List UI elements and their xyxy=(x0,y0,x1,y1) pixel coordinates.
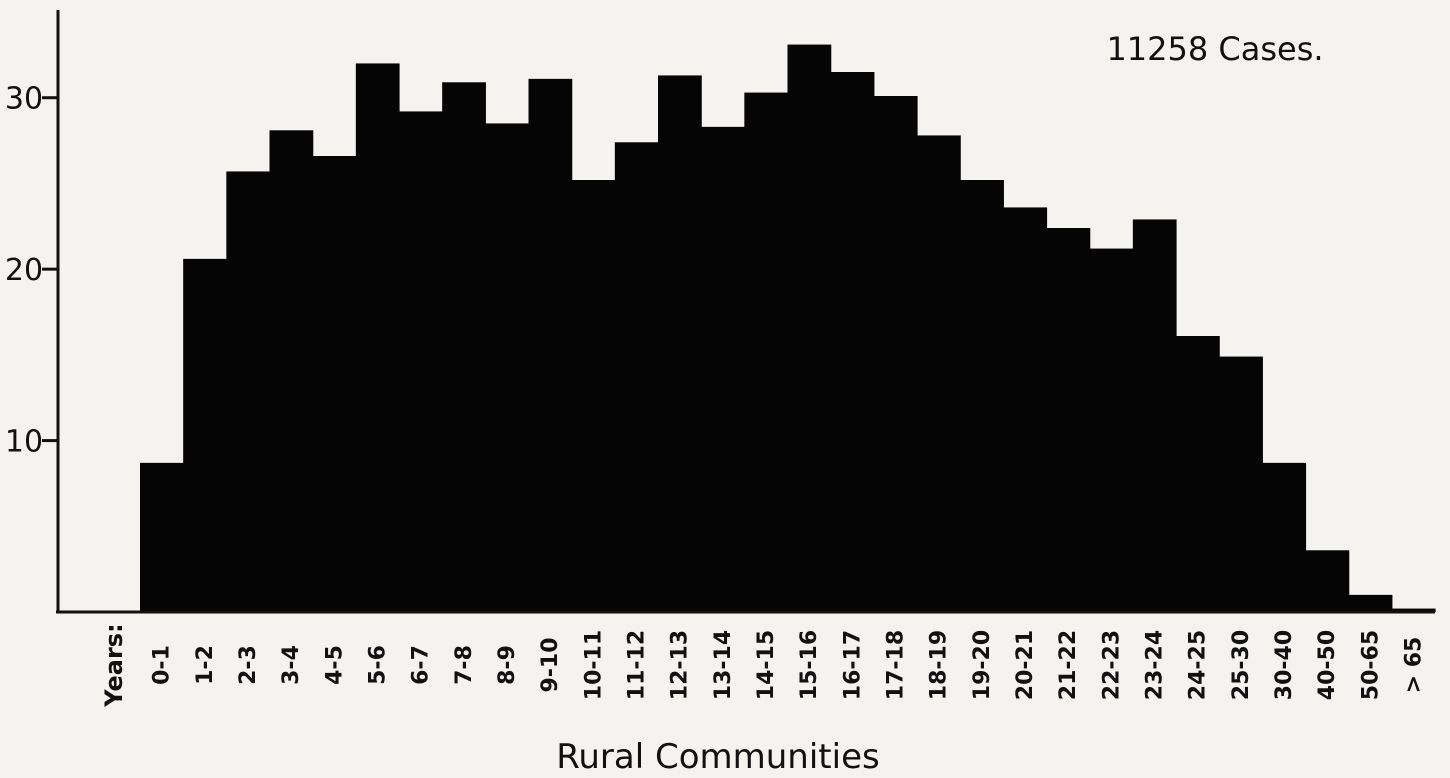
y-tick-label: 20 xyxy=(5,253,43,288)
x-tick-label: 19-20 xyxy=(970,630,995,700)
x-tick-label: 3-4 xyxy=(279,645,304,685)
bar-4-5 xyxy=(312,156,357,612)
x-tick-label: 2-3 xyxy=(236,645,261,685)
bar-17-18 xyxy=(873,96,918,612)
x-tick-label: 1-2 xyxy=(193,645,218,685)
bar-2-3 xyxy=(226,171,271,612)
x-tick-label: 4-5 xyxy=(322,645,347,685)
bar-22-23 xyxy=(1089,248,1134,612)
bar-9-10 xyxy=(528,78,573,613)
bar-16-17 xyxy=(830,72,875,612)
x-axis-label: Rural Communities xyxy=(556,737,879,777)
bar-11-12 xyxy=(614,142,659,613)
bars-group xyxy=(140,44,1436,613)
bar-21-22 xyxy=(1046,228,1091,612)
x-axis-prefix: Years: xyxy=(100,623,128,707)
x-tick-label: 6-7 xyxy=(409,645,434,685)
bar--65 xyxy=(1391,608,1436,612)
bar-8-9 xyxy=(485,123,530,613)
bar-50-65 xyxy=(1348,594,1393,612)
bar-10-11 xyxy=(571,180,616,612)
x-tick-label: 15-16 xyxy=(797,630,822,700)
x-tick-label: 13-14 xyxy=(711,630,736,700)
x-tick-label: 40-50 xyxy=(1315,630,1340,700)
bar-15-16 xyxy=(787,44,832,612)
bar-7-8 xyxy=(442,82,486,613)
x-tick-label: 22-23 xyxy=(1099,630,1124,700)
bar-0-1 xyxy=(140,462,184,612)
y-tick-label: 10 xyxy=(5,425,43,460)
chart-title: 11258 Cases. xyxy=(1106,30,1323,68)
bar-6-7 xyxy=(399,111,443,613)
x-tick-label: 9-10 xyxy=(538,637,563,692)
x-tick-label: 8-9 xyxy=(495,645,520,685)
bar-14-15 xyxy=(744,92,789,612)
bar-19-20 xyxy=(960,180,1004,612)
bar-20-21 xyxy=(1003,207,1048,612)
x-tick-labels-group: 0-1 1-2 2-3 3-4 4-5 5-6 6-7 7-8 8-9 9-10 10-11 11-1… xyxy=(150,630,1427,700)
x-tick-label: 50-65 xyxy=(1358,630,1383,700)
x-tick-label: 14-15 xyxy=(754,630,779,700)
x-tick-label: 0-1 xyxy=(150,645,175,685)
x-tick-label: 21-22 xyxy=(1056,630,1081,700)
bar-12-13 xyxy=(658,75,702,613)
x-tick-label: 11-12 xyxy=(624,630,649,700)
bar-3-4 xyxy=(269,130,314,613)
x-tick-label: 18-19 xyxy=(927,630,952,700)
x-tick-label: 12-13 xyxy=(668,630,693,700)
x-tick-label: 17-18 xyxy=(883,630,908,700)
y-ticks-group: 10 20 30 xyxy=(5,82,58,460)
bar-5-6 xyxy=(355,63,400,613)
x-tick-label: 7-8 xyxy=(452,645,477,685)
bar-23-24 xyxy=(1132,219,1177,612)
bar-24-25 xyxy=(1176,336,1220,612)
x-tick-label: > 65 xyxy=(1401,637,1426,694)
bar-13-14 xyxy=(701,126,745,613)
y-tick-label: 30 xyxy=(5,82,43,117)
x-tick-label: 20-21 xyxy=(1013,630,1038,700)
x-tick-label: 10-11 xyxy=(581,630,606,700)
bar-1-2 xyxy=(183,258,227,612)
x-tick-label: 23-24 xyxy=(1142,630,1167,700)
x-tick-label: 16-17 xyxy=(840,630,865,700)
bar-40-50 xyxy=(1305,550,1350,612)
x-tick-label: 30-40 xyxy=(1272,630,1297,700)
bar-18-19 xyxy=(917,135,961,612)
bar-25-30 xyxy=(1219,356,1263,612)
x-tick-label: 5-6 xyxy=(365,645,390,685)
x-tick-label: 24-25 xyxy=(1186,630,1211,700)
x-tick-label: 25-30 xyxy=(1229,630,1254,700)
bar-30-40 xyxy=(1262,462,1307,612)
